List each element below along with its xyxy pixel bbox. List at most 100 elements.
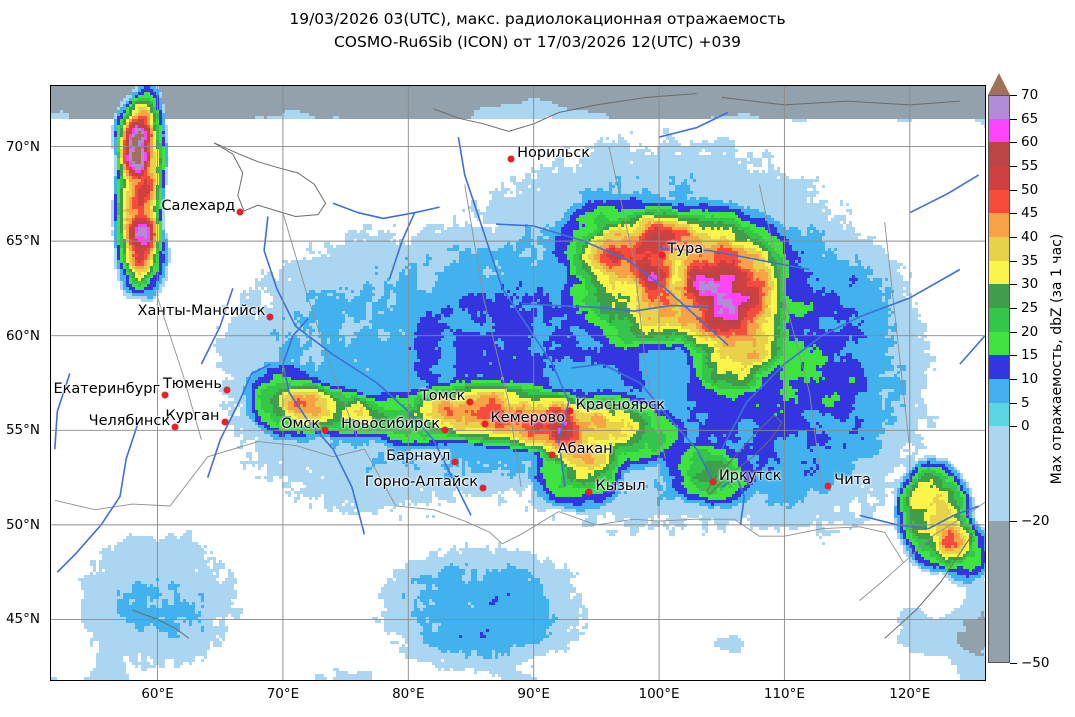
colorbar-tick-label-25: 25 [1021, 300, 1039, 316]
lat-tick-55: 55°N [5, 422, 40, 439]
colorbar-tick-label--20: −20 [1021, 513, 1050, 529]
city-label: Барнаул [386, 447, 451, 464]
radar-reflectivity-map [51, 86, 985, 680]
colorbar-tick-mark [1010, 379, 1017, 380]
colorbar-tick-mark [1010, 355, 1017, 357]
city-marker-dot [441, 426, 449, 434]
colorbar-tick-mark [1010, 331, 1017, 333]
city-marker-dot [223, 386, 231, 394]
city-marker-dot [481, 420, 489, 428]
latitude-axis-labels: 70°N 65°N 60°N 55°N 50°N 45°N [0, 85, 45, 681]
colorbar-tick-mark [1010, 118, 1017, 120]
city-marker-dot [161, 391, 169, 399]
colorbar-tick-label-10: 10 [1021, 371, 1039, 387]
lon-tick-60: 60°E [141, 686, 174, 702]
city-label: Кемерово [490, 409, 566, 426]
city-marker-dot [451, 458, 459, 465]
lon-tick-110: 110°E [763, 686, 805, 702]
colorbar-segment-30-35 [988, 260, 1010, 285]
colorbar-segment-20-25 [988, 308, 1010, 332]
city-marker-dot [171, 423, 179, 431]
colorbar-ticks: 70 65 60 55 50 45 40 35 30 25 20 15 10 5 0 −20 −50 [1010, 87, 1070, 671]
colorbar-segment-10-15 [988, 355, 1010, 379]
lat-tick-50: 50°N [5, 516, 40, 533]
city-label: Томск [419, 388, 466, 405]
lon-tick-90: 90°E [517, 686, 550, 702]
colorbar-segment-35-40 [988, 237, 1010, 261]
lon-tick-100: 100°E [638, 686, 680, 702]
colorbar-segment-50-55 [988, 166, 1010, 190]
city-label: Иркутск [718, 467, 782, 484]
colorbar-tick-mark [1010, 189, 1017, 191]
lat-tick-70: 70°N [5, 138, 40, 155]
city-label: Горно-Алтайск [364, 473, 479, 490]
colorbar-title-text: Max отражаемость, dbZ (за 1 час) [1049, 233, 1065, 484]
colorbar-tick-label-40: 40 [1021, 229, 1039, 245]
colorbar-tick-label-15: 15 [1021, 347, 1039, 364]
city-label: Челябинск [88, 413, 171, 430]
colorbar-tick-label-45: 45 [1021, 205, 1039, 222]
colorbar-tick-mark [1010, 142, 1017, 144]
city-marker-dot [236, 208, 244, 216]
colorbar-segment--20-0 [988, 426, 1010, 521]
colorbar-tick-label-20: 20 [1021, 323, 1039, 340]
colorbar-tick-label-5: 5 [1021, 394, 1030, 411]
city-label: Норильск [517, 144, 591, 161]
city-label: Кызыл [595, 478, 646, 495]
colorbar-tick-mark [1010, 213, 1017, 215]
city-marker-dot [466, 398, 474, 406]
title-line-1: 19/03/2026 03(UTC), макс. радиолокационн… [289, 10, 786, 28]
city-label: Новосибирск [341, 415, 441, 432]
city-marker-dot [709, 478, 717, 486]
lat-tick-60: 60°N [5, 327, 40, 344]
colorbar-tick-label-55: 55 [1021, 158, 1039, 174]
lat-tick-65: 65°N [5, 233, 40, 250]
city-label: Ханты-Мансийск [137, 302, 266, 319]
colorbar-tick-mark [1010, 426, 1017, 428]
lat-tick-45: 45°N [5, 611, 40, 628]
city-marker-dot [658, 251, 666, 259]
city-marker-dot [221, 418, 228, 426]
colorbar-tick-mark [1010, 402, 1017, 404]
colorbar-segment--50--20 [988, 521, 1010, 663]
colorbar-scale[interactable] [988, 95, 1010, 663]
map-plot-area[interactable]: НорильскСалехардХанты-МансийскТураЯкутск… [50, 85, 986, 681]
city-marker-dot [507, 155, 515, 163]
city-marker-dot [824, 482, 832, 490]
colorbar-title: Max отражаемость, dbZ (за 1 час) [1043, 0, 1071, 717]
city-label: Красноярск [575, 397, 666, 414]
colorbar-tick-mark [1010, 260, 1017, 262]
city-label: Екатеринбург [53, 381, 161, 398]
longitude-axis-labels: 60°E 70°E 80°E 90°E 100°E 110°E 120°E [50, 684, 986, 708]
colorbar-tick-mark [1010, 284, 1017, 286]
colorbar-segment-60-65 [988, 118, 1010, 143]
city-label: Тюмень [162, 375, 222, 392]
colorbar-tick-mark [1010, 166, 1017, 167]
colorbar-tick-label-60: 60 [1021, 134, 1039, 151]
city-marker-dot [321, 426, 329, 434]
lon-tick-120: 120°E [889, 686, 931, 702]
colorbar-segment-65-70 [988, 95, 1010, 119]
colorbar-tick-label-70: 70 [1021, 87, 1039, 103]
city-marker-dot [566, 407, 574, 415]
city-label: Чита [834, 472, 871, 489]
city-marker-dot [548, 451, 556, 458]
colorbar-segment-0-5 [988, 402, 1010, 427]
colorbar-tick-mark [1010, 521, 1017, 522]
colorbar-tick-label-50: 50 [1021, 181, 1039, 198]
colorbar-tick-mark [1010, 95, 1017, 96]
colorbar-tick-mark [1010, 308, 1017, 309]
city-marker-dot [266, 313, 274, 321]
city-label: Тура [667, 240, 704, 257]
lon-tick-80: 80°E [392, 686, 425, 702]
city-label: Омск [281, 416, 321, 433]
colorbar-tick-mark [1010, 237, 1017, 238]
colorbar-tick-label-35: 35 [1021, 252, 1039, 269]
colorbar-tick-label-0: 0 [1021, 418, 1030, 435]
city-label: Абакан [557, 440, 613, 457]
colorbar-tick-label-30: 30 [1021, 276, 1039, 293]
colorbar-segment-40-45 [988, 213, 1010, 237]
colorbar-segment-55-60 [988, 142, 1010, 166]
city-label: Салехард [161, 198, 236, 215]
colorbar-segment-25-30 [988, 284, 1010, 308]
